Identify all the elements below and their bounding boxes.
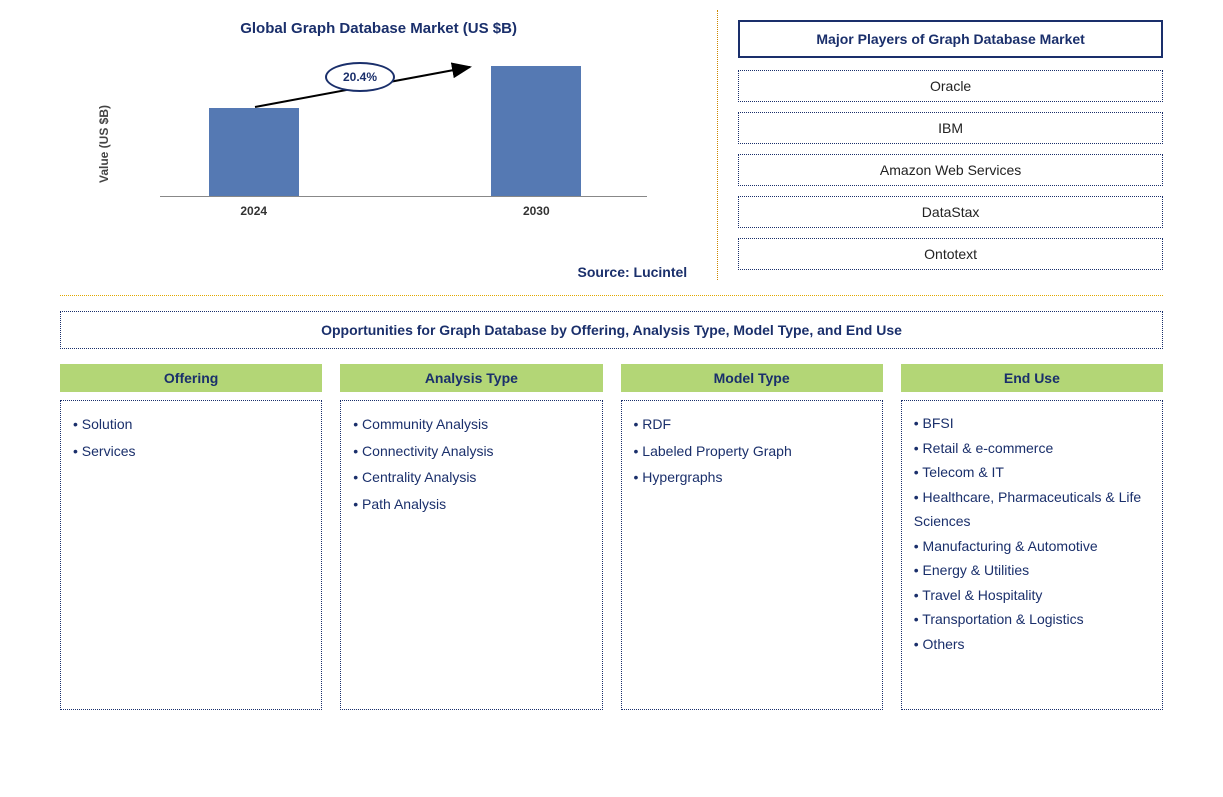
- category-item: Travel & Hospitality: [914, 583, 1150, 608]
- category-box: BFSIRetail & e-commerceTelecom & ITHealt…: [901, 400, 1163, 710]
- category-item: Retail & e-commerce: [914, 436, 1150, 461]
- category-column: End Use BFSIRetail & e-commerceTelecom & …: [901, 364, 1163, 710]
- category-item: Connectivity Analysis: [353, 438, 589, 465]
- category-box: SolutionServices: [60, 400, 322, 710]
- categories-row: Offering SolutionServices Analysis Type Com…: [60, 364, 1163, 710]
- category-item: Solution: [73, 411, 309, 438]
- category-column: Offering SolutionServices: [60, 364, 322, 710]
- chart-bar-label: 2030: [491, 204, 581, 218]
- player-box: Amazon Web Services: [738, 154, 1163, 186]
- chart-bar: [209, 108, 299, 196]
- players-header: Major Players of Graph Database Market: [738, 20, 1163, 58]
- category-item: Centrality Analysis: [353, 464, 589, 491]
- category-item: Labeled Property Graph: [634, 438, 870, 465]
- category-item: Services: [73, 438, 309, 465]
- player-box: Ontotext: [738, 238, 1163, 270]
- category-item: Healthcare, Pharmaceuticals & Life Scien…: [914, 485, 1150, 534]
- chart-title: Global Graph Database Market (US $B): [60, 20, 697, 37]
- category-header: Model Type: [621, 364, 883, 392]
- category-header: End Use: [901, 364, 1163, 392]
- chart-bar-label: 2024: [209, 204, 299, 218]
- players-section: Major Players of Graph Database Market O…: [738, 10, 1163, 280]
- category-item: Path Analysis: [353, 491, 589, 518]
- category-item: Energy & Utilities: [914, 558, 1150, 583]
- growth-rate-badge: 20.4%: [325, 62, 395, 92]
- category-item: Community Analysis: [353, 411, 589, 438]
- category-item: Manufacturing & Automotive: [914, 534, 1150, 559]
- category-item: Others: [914, 632, 1150, 657]
- category-item: BFSI: [914, 411, 1150, 436]
- chart-bar: [491, 66, 581, 196]
- category-box: Community AnalysisConnectivity AnalysisC…: [340, 400, 602, 710]
- category-item: Telecom & IT: [914, 460, 1150, 485]
- chart-area: Value (US $B) 20.4% 20242030: [110, 67, 697, 247]
- opportunities-header: Opportunities for Graph Database by Offe…: [60, 311, 1163, 349]
- category-header: Offering: [60, 364, 322, 392]
- y-axis-label: Value (US $B): [97, 105, 111, 183]
- category-item: Transportation & Logistics: [914, 607, 1150, 632]
- category-item: RDF: [634, 411, 870, 438]
- category-column: Model Type RDFLabeled Property GraphHyper…: [621, 364, 883, 710]
- category-header: Analysis Type: [340, 364, 602, 392]
- category-column: Analysis Type Community AnalysisConnectiv…: [340, 364, 602, 710]
- source-label: Source: Lucintel: [578, 264, 688, 280]
- chart-section: Global Graph Database Market (US $B) Val…: [60, 10, 718, 280]
- category-item: Hypergraphs: [634, 464, 870, 491]
- player-box: DataStax: [738, 196, 1163, 228]
- player-box: IBM: [738, 112, 1163, 144]
- chart-bars: 20.4% 20242030: [160, 67, 647, 197]
- player-box: Oracle: [738, 70, 1163, 102]
- category-box: RDFLabeled Property GraphHypergraphs: [621, 400, 883, 710]
- divider: [60, 295, 1163, 296]
